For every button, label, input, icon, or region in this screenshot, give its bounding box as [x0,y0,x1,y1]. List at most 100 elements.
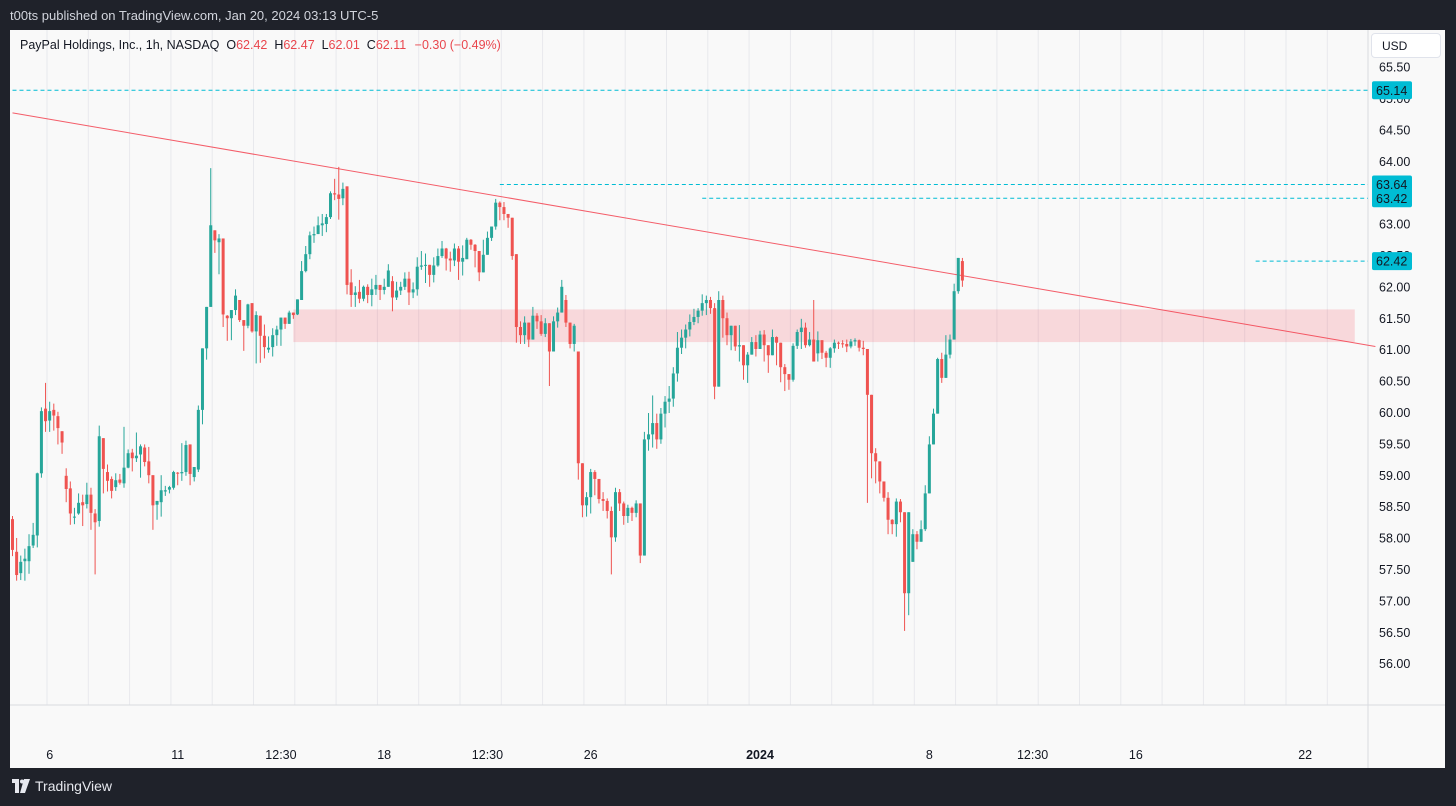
candle-body [907,512,911,594]
candle-body [23,558,27,562]
candle-body [837,342,840,344]
candle-body [828,348,832,358]
candle-body [903,512,907,594]
time-tick-label: 2024 [746,748,774,762]
open-value: 62.42 [236,38,268,52]
candle-body [163,490,167,492]
candle-body [485,237,489,255]
candle-body [341,188,345,199]
candle-body [779,342,783,368]
candle-body [791,345,795,380]
candle-body [304,254,308,272]
candle-body [60,431,64,443]
candle-body [143,447,147,462]
candle-body [956,257,960,292]
candle-body [882,481,886,498]
candle-body [820,340,824,353]
candle-body [936,359,940,414]
candle-body [696,310,700,317]
candle-body [647,434,651,440]
candle-body [461,257,465,262]
candle-body [287,312,291,324]
candle-body [19,561,23,574]
candle-body [816,340,820,354]
candle-body [246,304,250,326]
candle-body [52,409,56,416]
candle-body [655,423,659,440]
candle-body [357,291,361,299]
candlestick-chart[interactable]: 65.5065.0064.5064.0063.5063.0062.5062.00… [10,30,1445,768]
candle-body [680,337,684,348]
candle-body [64,475,68,489]
candle-body [374,284,378,290]
candle-body [898,501,902,513]
candle-body [539,321,543,334]
candle-body [560,286,564,313]
candle-body [180,472,184,474]
candle-body [510,217,514,257]
candle-body [39,411,43,474]
candle-body [890,519,894,525]
candle-body [626,507,630,516]
candle-body [320,223,324,226]
candle-body [799,327,803,333]
candle-body [812,339,816,362]
candle-body [857,340,861,348]
symbol-text: PayPal Holdings, Inc., 1h, NASDAQ [20,38,220,52]
candle-body [638,503,642,556]
tradingview-brand[interactable]: TradingView [12,778,112,794]
candle-body [101,438,105,469]
candle-body [333,193,337,195]
candle-body [861,347,865,349]
candle-body [824,352,828,358]
candle-body [176,472,180,474]
candle-body [919,529,923,542]
price-tick-label: 64.00 [1379,155,1410,169]
price-tick-label: 59.50 [1379,437,1410,451]
price-tick-label: 63.00 [1379,218,1410,232]
time-tick-label: 12:30 [1017,748,1048,762]
candle-body [229,310,233,319]
candle-body [923,493,927,530]
trendline [12,112,1376,347]
candle-body [622,503,626,516]
candle-body [221,238,225,315]
candle-body [502,207,506,214]
price-label-box [1372,81,1412,100]
candle-body [291,312,295,316]
candle-body [543,323,547,334]
candle-body [580,463,584,506]
low-value: 62.01 [328,38,360,52]
time-tick-label: 12:30 [472,748,503,762]
candle-body [589,472,593,498]
candle-body [700,303,704,311]
change-value: −0.30 (−0.49%) [414,38,501,52]
price-tick-label: 59.00 [1379,469,1410,483]
candle-body [733,325,737,347]
candle-body [465,239,469,260]
candle-body [750,342,754,355]
candle-body [419,265,423,267]
candle-body [527,322,531,340]
candle-body [130,452,134,459]
candle-body [803,327,807,346]
candle-body [523,322,527,336]
time-tick-label: 6 [46,748,53,762]
candle-body [151,475,155,506]
tradingview-logo-icon [12,779,30,793]
currency-button[interactable]: USD [1371,33,1441,58]
candle-body [316,225,320,235]
candle-body [444,248,448,259]
candle-body [494,202,498,227]
price-tick-label: 56.00 [1379,657,1410,671]
candle-body [845,343,849,347]
candle-body [469,239,473,245]
candle-body [262,335,266,348]
candle-body [234,295,238,311]
chart-area[interactable]: 65.5065.0064.5064.0063.5063.0062.5062.00… [10,30,1445,768]
candle-body [250,303,254,332]
price-tick-label: 58.00 [1379,532,1410,546]
candle-body [15,551,19,576]
candle-body [766,345,770,356]
price-tick-label: 58.50 [1379,500,1410,514]
